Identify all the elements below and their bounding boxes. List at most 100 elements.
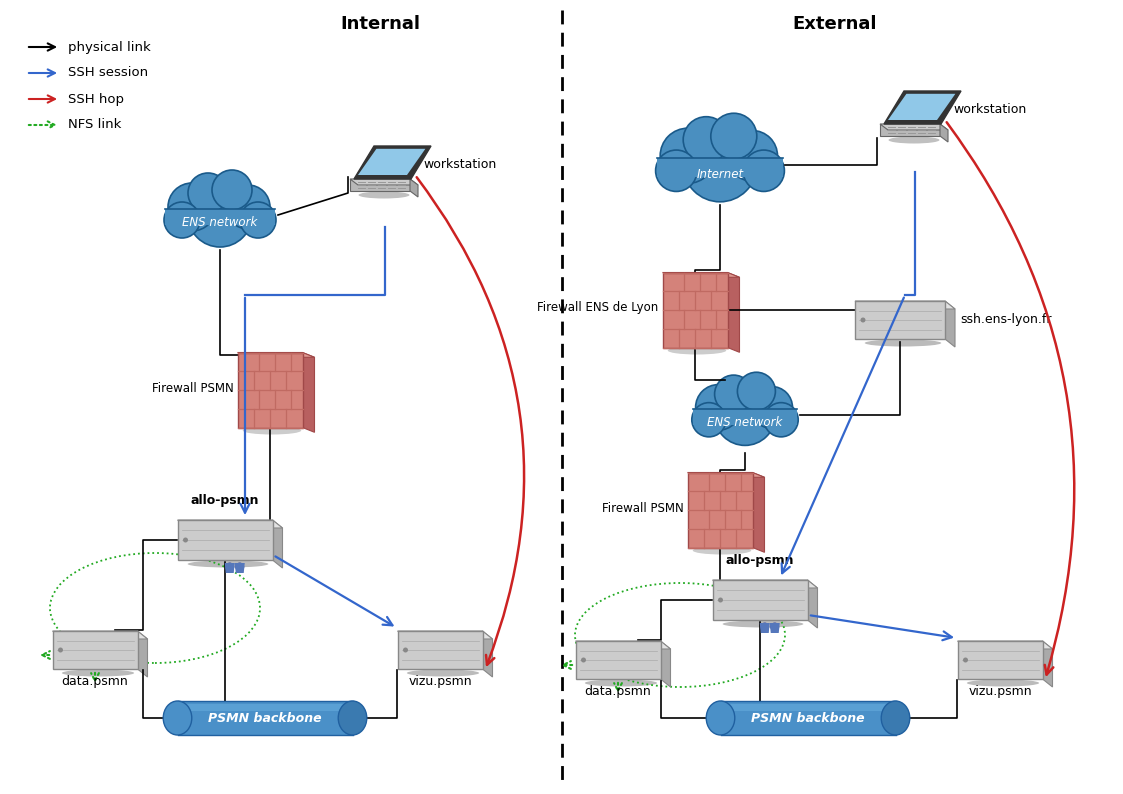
Circle shape	[403, 647, 408, 653]
Circle shape	[581, 657, 586, 662]
Circle shape	[760, 623, 769, 631]
Ellipse shape	[188, 561, 268, 568]
Polygon shape	[855, 301, 955, 309]
Polygon shape	[137, 631, 147, 677]
Polygon shape	[958, 641, 1052, 649]
Text: Internet: Internet	[696, 168, 743, 181]
Bar	[165, 209, 275, 225]
Circle shape	[168, 183, 216, 231]
Polygon shape	[235, 563, 245, 573]
Text: Firewall PSMN: Firewall PSMN	[152, 381, 234, 395]
Circle shape	[860, 318, 866, 322]
Polygon shape	[944, 301, 955, 347]
Circle shape	[738, 372, 775, 410]
Circle shape	[164, 202, 200, 238]
Polygon shape	[884, 91, 961, 124]
Polygon shape	[358, 148, 426, 175]
Circle shape	[188, 183, 252, 247]
Polygon shape	[760, 623, 769, 633]
Polygon shape	[888, 94, 956, 120]
Bar	[398, 631, 483, 669]
Polygon shape	[712, 580, 818, 588]
Text: NFS link: NFS link	[69, 118, 121, 132]
Text: External: External	[793, 15, 877, 33]
Text: ssh.ens-lyon.fr: ssh.ens-lyon.fr	[960, 314, 1051, 326]
Circle shape	[660, 128, 715, 183]
Circle shape	[188, 173, 228, 213]
Polygon shape	[728, 272, 740, 353]
Polygon shape	[398, 631, 493, 639]
Text: workstation: workstation	[953, 103, 1026, 116]
Circle shape	[743, 150, 784, 191]
Circle shape	[183, 538, 188, 542]
Circle shape	[714, 375, 752, 413]
Text: workstation: workstation	[423, 158, 496, 171]
Bar	[880, 124, 940, 136]
Ellipse shape	[163, 701, 192, 735]
Text: allo-psmn: allo-psmn	[191, 494, 259, 507]
Polygon shape	[350, 179, 418, 185]
Text: ENS network: ENS network	[182, 217, 257, 229]
Ellipse shape	[722, 620, 803, 627]
Text: SSH hop: SSH hop	[69, 92, 124, 106]
Polygon shape	[807, 580, 818, 628]
Text: physical link: physical link	[69, 40, 150, 53]
Circle shape	[236, 563, 244, 571]
Polygon shape	[769, 623, 779, 633]
Polygon shape	[237, 353, 314, 357]
Bar	[721, 701, 895, 735]
Polygon shape	[687, 472, 765, 477]
Polygon shape	[483, 631, 493, 677]
Bar	[855, 301, 944, 339]
Polygon shape	[660, 641, 670, 687]
Circle shape	[714, 384, 775, 445]
Text: PSMN backbone: PSMN backbone	[208, 711, 322, 724]
Polygon shape	[410, 179, 418, 197]
Polygon shape	[225, 563, 235, 573]
Circle shape	[58, 647, 63, 653]
Circle shape	[764, 403, 798, 437]
Ellipse shape	[865, 340, 941, 346]
Polygon shape	[940, 124, 948, 142]
Ellipse shape	[585, 680, 657, 687]
Ellipse shape	[967, 680, 1039, 687]
Polygon shape	[177, 520, 283, 528]
Ellipse shape	[338, 701, 367, 735]
Polygon shape	[880, 124, 948, 130]
Circle shape	[656, 150, 697, 191]
Circle shape	[683, 117, 729, 163]
Text: Internal: Internal	[340, 15, 420, 33]
Text: allo-psmn: allo-psmn	[725, 554, 794, 567]
Circle shape	[692, 403, 725, 437]
Bar	[575, 641, 660, 679]
Polygon shape	[575, 641, 670, 649]
Bar	[693, 409, 797, 425]
Polygon shape	[302, 353, 314, 432]
Ellipse shape	[888, 137, 940, 144]
Text: data.psmn: data.psmn	[62, 675, 128, 688]
Circle shape	[226, 563, 234, 571]
Text: vizu.psmn: vizu.psmn	[408, 675, 472, 688]
Bar	[958, 641, 1042, 679]
Bar	[177, 520, 273, 560]
Ellipse shape	[358, 191, 410, 198]
Circle shape	[226, 185, 270, 229]
Bar	[350, 179, 410, 191]
Circle shape	[683, 128, 757, 202]
Circle shape	[727, 130, 777, 181]
Bar	[177, 704, 353, 711]
Text: data.psmn: data.psmn	[585, 685, 651, 698]
Polygon shape	[354, 146, 431, 179]
Bar	[663, 272, 728, 348]
Polygon shape	[53, 631, 147, 639]
Circle shape	[750, 387, 793, 428]
Text: ENS network: ENS network	[707, 416, 783, 429]
Circle shape	[964, 657, 968, 662]
Text: PSMN backbone: PSMN backbone	[751, 711, 865, 724]
Ellipse shape	[668, 346, 727, 354]
Polygon shape	[752, 472, 765, 553]
Text: Firewall ENS de Lyon: Firewall ENS de Lyon	[537, 302, 658, 314]
Ellipse shape	[882, 701, 910, 735]
Ellipse shape	[243, 426, 301, 434]
Ellipse shape	[706, 701, 734, 735]
